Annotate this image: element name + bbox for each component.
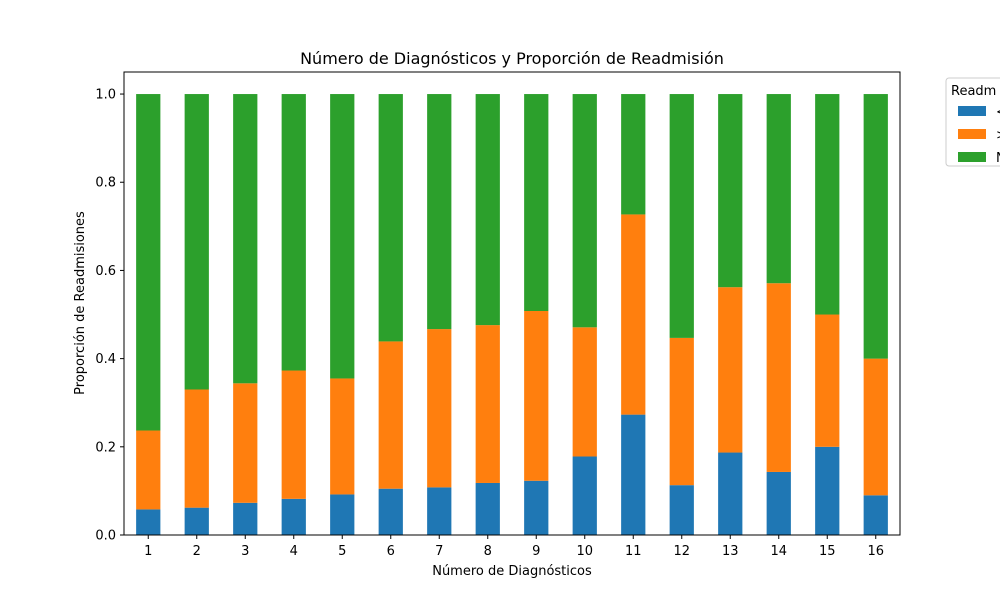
y-axis-label: Proporción de Readmisiones (73, 211, 88, 395)
bar-segment-15-s1 (815, 314, 840, 447)
x-tick-label: 11 (625, 544, 642, 559)
bar-segment-15-s2 (815, 94, 840, 315)
x-axis: 1 2 3 4 5 6 7 8 9 10 11 12 13 14 15 16 (144, 535, 884, 559)
bar-segment-4-s1 (281, 370, 306, 499)
x-tick-label: 6 (387, 544, 395, 559)
x-tick-label: 14 (770, 544, 787, 559)
y-tick-label: 0.4 (95, 352, 116, 367)
bar-segment-3-s0 (233, 502, 258, 535)
x-tick-label: 10 (576, 544, 593, 559)
legend-label: > (996, 128, 1000, 143)
bar-segment-5-s2 (330, 94, 355, 379)
bar-segment-9-s2 (524, 94, 549, 311)
x-tick-label: 13 (722, 544, 739, 559)
bar-segment-13-s0 (718, 452, 743, 535)
x-tick-label: 4 (290, 544, 298, 559)
x-tick-label: 1 (144, 544, 152, 559)
bar-segment-16-s2 (863, 94, 888, 359)
legend-swatch (958, 106, 986, 116)
x-tick-label: 7 (435, 544, 443, 559)
bar-segment-3-s1 (233, 383, 258, 503)
legend-swatch (958, 129, 986, 139)
x-tick-label: 9 (532, 544, 540, 559)
bar-segment-9-s0 (524, 480, 549, 535)
bar-segment-7-s2 (427, 94, 452, 330)
bar-segment-7-s1 (427, 329, 452, 488)
bar-segment-6-s2 (378, 94, 403, 342)
bar-segment-2-s1 (184, 389, 209, 508)
legend-label: < (996, 105, 1000, 120)
chart-title: Número de Diagnósticos y Proporción de R… (300, 49, 724, 68)
bar-segment-4-s0 (281, 498, 306, 535)
bar-segment-6-s1 (378, 341, 403, 489)
bars-group (136, 94, 888, 535)
x-tick-label: 15 (819, 544, 836, 559)
bar-segment-11-s2 (621, 94, 646, 215)
legend-label: N (996, 151, 1000, 166)
legend-title: Readm (951, 84, 996, 99)
bar-segment-16-s0 (863, 495, 888, 535)
bar-segment-1-s2 (136, 94, 161, 431)
bar-segment-3-s2 (233, 94, 258, 384)
bar-segment-6-s0 (378, 488, 403, 535)
bar-segment-2-s0 (184, 507, 209, 535)
bar-segment-1-s0 (136, 509, 161, 535)
bar-segment-12-s0 (669, 485, 694, 535)
bar-segment-8-s0 (475, 482, 500, 535)
bar-segment-12-s2 (669, 94, 694, 338)
legend: Readm < > N (945, 77, 1000, 167)
y-tick-label: 0.2 (95, 440, 116, 455)
x-tick-label: 16 (867, 544, 884, 559)
y-tick-label: 0.8 (95, 176, 116, 191)
bar-segment-13-s2 (718, 94, 743, 288)
bar-segment-10-s2 (572, 94, 597, 328)
bar-segment-16-s1 (863, 358, 888, 496)
y-tick-label: 0.6 (95, 264, 116, 279)
legend-items: < > N (958, 105, 1000, 166)
bar-segment-12-s1 (669, 337, 694, 486)
legend-swatch (958, 152, 986, 162)
bar-segment-9-s1 (524, 311, 549, 481)
bar-segment-10-s0 (572, 456, 597, 535)
bar-segment-14-s1 (766, 283, 791, 472)
legend-box (945, 77, 1000, 167)
x-tick-label: 12 (673, 544, 690, 559)
x-tick-label: 2 (193, 544, 201, 559)
bar-segment-1-s1 (136, 430, 161, 510)
bar-segment-11-s1 (621, 214, 646, 415)
x-tick-label: 5 (338, 544, 346, 559)
bar-segment-11-s0 (621, 414, 646, 535)
x-tick-label: 3 (241, 544, 249, 559)
bar-segment-14-s0 (766, 471, 791, 535)
bar-segment-10-s1 (572, 327, 597, 457)
y-axis: 0.0 0.2 0.4 0.6 0.8 1.0 (95, 88, 124, 544)
bar-segment-7-s0 (427, 487, 452, 535)
x-axis-label: Número de Diagnósticos (432, 564, 592, 579)
bar-segment-4-s2 (281, 94, 306, 371)
plot-frame (123, 71, 901, 536)
bar-segment-8-s1 (475, 325, 500, 483)
bar-segment-5-s0 (330, 494, 355, 535)
bar-segment-15-s0 (815, 446, 840, 535)
bar-segment-13-s1 (718, 287, 743, 453)
bar-segment-2-s2 (184, 94, 209, 390)
bar-segment-5-s1 (330, 378, 355, 495)
y-tick-label: 1.0 (95, 88, 116, 103)
y-tick-label: 0.0 (95, 529, 116, 544)
x-tick-label: 8 (484, 544, 492, 559)
bar-segment-8-s2 (475, 94, 500, 326)
bar-segment-14-s2 (766, 94, 791, 284)
